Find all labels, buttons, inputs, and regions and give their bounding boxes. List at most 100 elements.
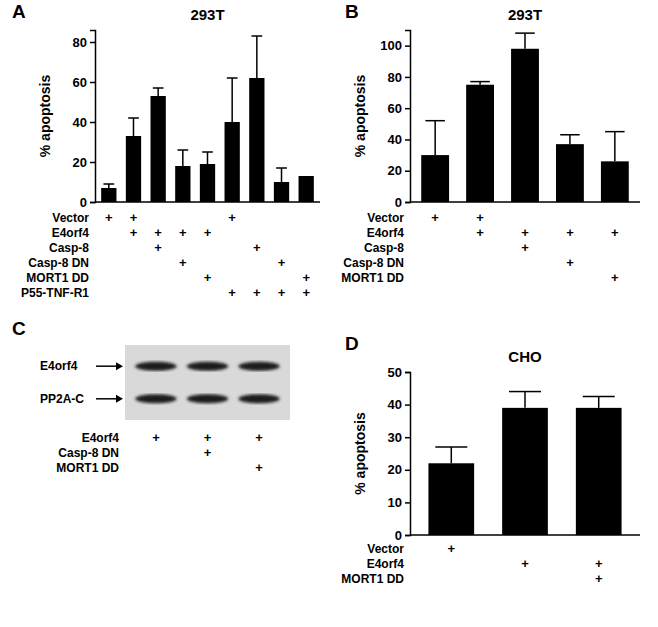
error-bar-stem <box>231 78 233 122</box>
condition-mark: + <box>179 225 187 240</box>
error-bar-cap <box>509 391 541 393</box>
bar <box>274 182 289 202</box>
y-tick-label: 0 <box>395 528 402 543</box>
blot-background <box>125 345 290 420</box>
y-tick-line <box>405 502 410 504</box>
condition-mark: + <box>204 270 212 285</box>
condition-mark: + <box>255 460 263 475</box>
y-axis-line <box>405 373 411 536</box>
y-tick-line <box>405 45 410 47</box>
error-bar <box>470 82 489 85</box>
band-label: E4orf4 <box>40 359 78 373</box>
condition-mark: + <box>476 210 484 225</box>
panel-letter: A <box>12 1 26 22</box>
y-tick: 40 <box>388 132 410 147</box>
condition-mark: + <box>566 255 574 270</box>
title: 293T <box>508 6 542 23</box>
condition-mark: + <box>611 270 619 285</box>
condition-mark: + <box>302 270 310 285</box>
condition-mark: + <box>130 210 138 225</box>
y-tick: 0 <box>80 195 95 210</box>
y-axis: 01020304050 <box>388 365 411 543</box>
condition-label: MORT1 DD <box>26 271 89 285</box>
error-bar <box>177 150 188 166</box>
condition-mark: + <box>595 556 603 571</box>
y-tick-label: 80 <box>388 70 402 85</box>
y-tick: 80 <box>73 35 95 50</box>
y-tick-label: 80 <box>73 35 87 50</box>
error-bar-stem <box>256 36 258 78</box>
condition-mark: + <box>566 225 574 240</box>
plot-area <box>428 392 621 535</box>
panel-letter: B <box>345 1 359 22</box>
y-tick-line <box>405 470 410 472</box>
band-arrowhead <box>116 362 123 370</box>
y-tick-label: 10 <box>388 495 402 510</box>
error-bar <box>515 33 534 49</box>
condition-mark: + <box>278 285 286 300</box>
error-bar <box>435 447 467 463</box>
condition-mark: + <box>130 225 138 240</box>
error-bar-stem <box>598 396 600 407</box>
blot-band <box>135 394 176 403</box>
y-tick: 0 <box>395 195 410 210</box>
condition-mark: + <box>611 225 619 240</box>
y-tick-label: 60 <box>73 75 87 90</box>
panel: 020406080100% apoptosis293TBVector++E4or… <box>341 1 640 285</box>
y-axis: 020406080100 <box>380 31 410 210</box>
error-bar-stem <box>569 135 571 144</box>
title: CHO <box>508 348 542 365</box>
y-axis-title: % apoptosis <box>37 75 53 158</box>
error-bar-stem <box>451 447 453 463</box>
band-label: PP2A-C <box>40 392 84 406</box>
y-tick: 0 <box>395 528 410 543</box>
y-tick: 100 <box>380 38 410 53</box>
blot-band <box>187 394 228 403</box>
y-tick: 80 <box>388 70 410 85</box>
condition-label: Casp-8 <box>364 241 404 255</box>
y-tick: 40 <box>73 115 95 130</box>
error-bar-stem <box>524 392 526 408</box>
condition-mark: + <box>476 225 484 240</box>
condition-mark: + <box>204 445 212 460</box>
y-tick-line <box>90 122 95 124</box>
error-bar <box>605 132 624 162</box>
y-tick: 20 <box>388 462 410 477</box>
error-bar-stem <box>133 118 135 136</box>
y-tick-line <box>405 437 410 439</box>
y-axis-title: % apoptosis <box>352 75 368 158</box>
condition-label: Vector <box>367 211 404 225</box>
y-tick-label: 50 <box>388 365 402 380</box>
y-tick: 60 <box>73 75 95 90</box>
plot-area <box>421 33 629 202</box>
bar <box>200 164 215 202</box>
bar <box>175 166 190 202</box>
condition-label: P55-TNF-R1 <box>21 286 89 300</box>
condition-mark: + <box>521 225 529 240</box>
condition-mark: + <box>521 240 529 255</box>
y-axis-line <box>90 31 96 203</box>
bar <box>151 96 166 202</box>
condition-mark: + <box>154 225 162 240</box>
bar <box>601 161 629 202</box>
error-bar <box>153 88 164 96</box>
condition-label: E4orf4 <box>367 226 405 240</box>
bar <box>428 463 474 535</box>
y-tick-label: 40 <box>388 397 402 412</box>
y-tick-line <box>405 170 410 172</box>
panel-letter: D <box>345 333 359 354</box>
condition-label: Casp-8 DN <box>58 446 119 460</box>
error-bar-stem <box>281 168 283 182</box>
bar <box>511 49 539 202</box>
y-tick-line <box>405 535 410 537</box>
error-bar-cap <box>128 117 139 119</box>
blot-band <box>187 362 228 371</box>
y-tick-label: 0 <box>80 195 87 210</box>
condition-mark: + <box>595 571 603 586</box>
error-bar-cap <box>251 35 262 37</box>
error-bar <box>583 396 615 407</box>
condition-mark: + <box>152 430 160 445</box>
error-bar-cap <box>153 87 164 89</box>
condition-mark: + <box>253 285 261 300</box>
y-tick-label: 60 <box>388 101 402 116</box>
